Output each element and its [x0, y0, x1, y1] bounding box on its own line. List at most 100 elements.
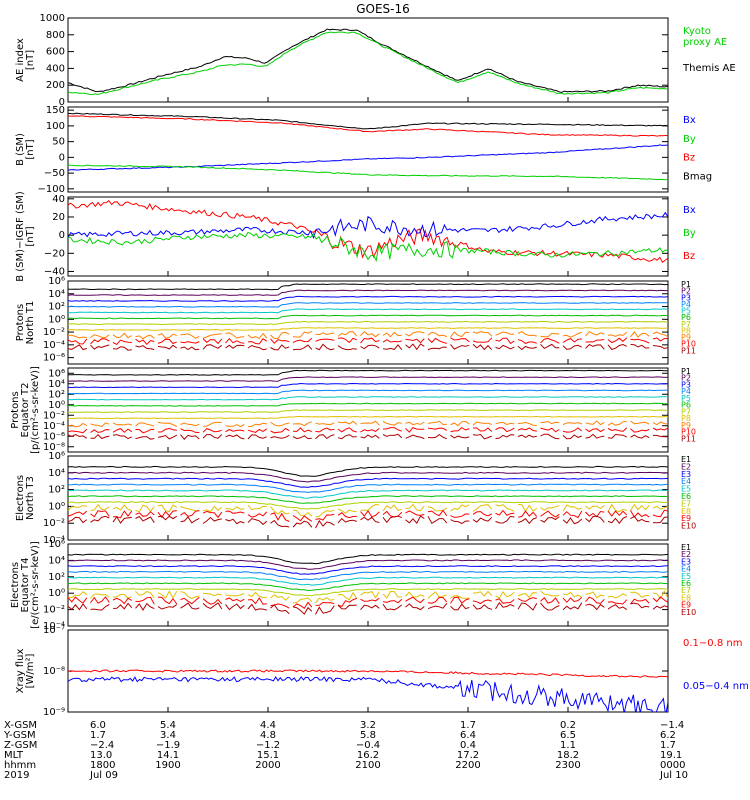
x-axis-value: 4.4 — [260, 720, 276, 731]
legend-entry: P4 — [681, 387, 691, 396]
x-axis-value: 4.8 — [260, 730, 276, 741]
y-tick-label: 10⁶ — [48, 276, 65, 287]
y-axis-label: ProtonsNorth T1 — [15, 301, 36, 345]
x-axis-row-label: X-GSM — [4, 720, 37, 731]
y-tick-label: 100 — [46, 121, 65, 132]
y-axis-label: ElectronsEquator T4[e/(cm²-s-sr-keV)] — [10, 541, 41, 629]
legend-entry: P3 — [681, 293, 691, 302]
flux-channel-line — [68, 308, 668, 314]
flux-channel-line — [68, 415, 668, 420]
x-axis-table: X-GSM 6.0 5.4 4.4 3.2 1.7 0.2 −1.4 Y-GSM 1.7 3.4 4.… — [3, 720, 688, 781]
xray-flux-line — [68, 676, 668, 712]
series-group — [68, 369, 668, 440]
legend-entry: E4 — [681, 565, 691, 574]
legend-entry: P9 — [681, 421, 691, 430]
legend-entry: P8 — [681, 326, 691, 335]
flux-channel-line — [68, 576, 668, 586]
legend-entry: P2 — [681, 374, 691, 383]
x-axis-value: 6.2 — [660, 730, 676, 741]
flux-channel-line — [68, 565, 668, 575]
panel-frame — [67, 543, 669, 627]
flux-channel-line — [68, 477, 668, 488]
y-tick-label: 10⁻⁴ — [43, 535, 65, 546]
plot-title: GOES-16 — [356, 2, 410, 16]
y-tick-label: 10² — [48, 389, 65, 400]
y-tick-label: 1000 — [40, 13, 65, 24]
y-tick-label: 10⁰ — [48, 588, 65, 599]
legend-entry: By — [683, 134, 696, 145]
x-axis-value: 6.5 — [560, 730, 576, 741]
x-axis-row-label: Y-GSM — [3, 730, 36, 741]
y-tick-label: 10⁴ — [48, 289, 65, 300]
x-axis-value: 2200 — [455, 760, 480, 771]
flux-channel-line — [68, 601, 668, 615]
flux-channel-line — [68, 396, 668, 401]
x-axis-value: 15.1 — [257, 750, 279, 761]
y-tick-label: 10⁶ — [48, 368, 65, 379]
flux-channel-line — [68, 465, 668, 477]
flux-channel-line — [68, 483, 668, 493]
panel-frame — [67, 106, 669, 193]
x-axis-value: 1.7 — [90, 730, 106, 741]
flux-channel-line — [68, 596, 668, 610]
x-axis-value: 0000 — [660, 760, 685, 771]
flux-channel-line — [68, 389, 668, 395]
legend-entry: E10 — [681, 608, 696, 617]
flux-channel-line — [68, 283, 668, 291]
series-line — [68, 144, 668, 171]
y-axis-label: B (SM)[nT] — [15, 133, 36, 166]
legend-entry: Bz — [683, 251, 695, 262]
x-axis-value: 2000 — [255, 760, 280, 771]
series-line — [68, 211, 668, 240]
flux-channel-line — [68, 402, 668, 407]
series-group — [68, 112, 668, 181]
y-axis-label: B (SM)−IGRF (SM)[nT] — [15, 191, 36, 282]
y-tick-label: 10⁰ — [48, 501, 65, 512]
y-tick-label: 10⁻⁴ — [43, 421, 65, 432]
flux-channel-line — [68, 426, 668, 434]
x-axis-value: 6.0 — [90, 720, 106, 731]
legend-entry: 0.1−0.8 nm — [683, 638, 742, 649]
legend-entry: P11 — [681, 434, 696, 443]
x-axis-value: 14.1 — [157, 750, 179, 761]
legend-entry: E7 — [681, 499, 691, 508]
y-tick-label: 150 — [46, 105, 65, 116]
legend-entry: P1 — [681, 367, 691, 376]
flux-channel-line — [68, 382, 668, 389]
y-tick-label: 10⁰ — [48, 400, 65, 411]
flux-channel-line — [68, 289, 668, 296]
legend-entry: Bx — [683, 205, 696, 216]
flux-channel-line — [68, 320, 668, 326]
y-tick-label: −100 — [38, 184, 65, 195]
legend-entry: P1 — [681, 280, 691, 289]
legend-entry: P6 — [681, 313, 691, 322]
x-axis-value: 3.2 — [360, 720, 376, 731]
y-axis-label: ElectronsNorth T3 — [15, 475, 36, 521]
panel-frame — [67, 280, 669, 365]
legend-entry: Themis AE — [682, 63, 736, 74]
y-tick-label: 10⁰ — [48, 314, 65, 325]
series-line — [68, 31, 668, 96]
y-tick-label: 10⁻⁸ — [43, 666, 65, 677]
legend-entry: Kyoto proxy AE — [683, 26, 727, 48]
y-tick-label: 50 — [52, 137, 65, 148]
legend-entry: P6 — [681, 401, 691, 410]
flux-channel-line — [68, 489, 668, 499]
flux-channel-line — [68, 471, 668, 483]
flux-channel-line — [68, 553, 668, 565]
y-tick-label: 10⁻⁷ — [43, 625, 65, 636]
x-axis-value: Jul 10 — [659, 770, 688, 781]
legend-entry: E1 — [681, 455, 691, 464]
panel-5: 10⁶10⁴10²10⁰10⁻²10⁻⁴10⁻⁶10⁻⁸ProtonsEquat… — [10, 366, 696, 454]
legend-entry: E2 — [681, 550, 691, 559]
y-axis-label: ProtonsEquator T2[p/(cm²-s-sr-keV)] — [10, 366, 41, 454]
series-group — [68, 283, 668, 351]
y-tick-label: 10⁻⁶ — [43, 353, 65, 364]
legend-entry: E4 — [681, 477, 691, 486]
x-axis-value: 2100 — [355, 760, 380, 771]
legend-entry: P10 — [681, 428, 696, 437]
legend-entry: P9 — [681, 333, 691, 342]
